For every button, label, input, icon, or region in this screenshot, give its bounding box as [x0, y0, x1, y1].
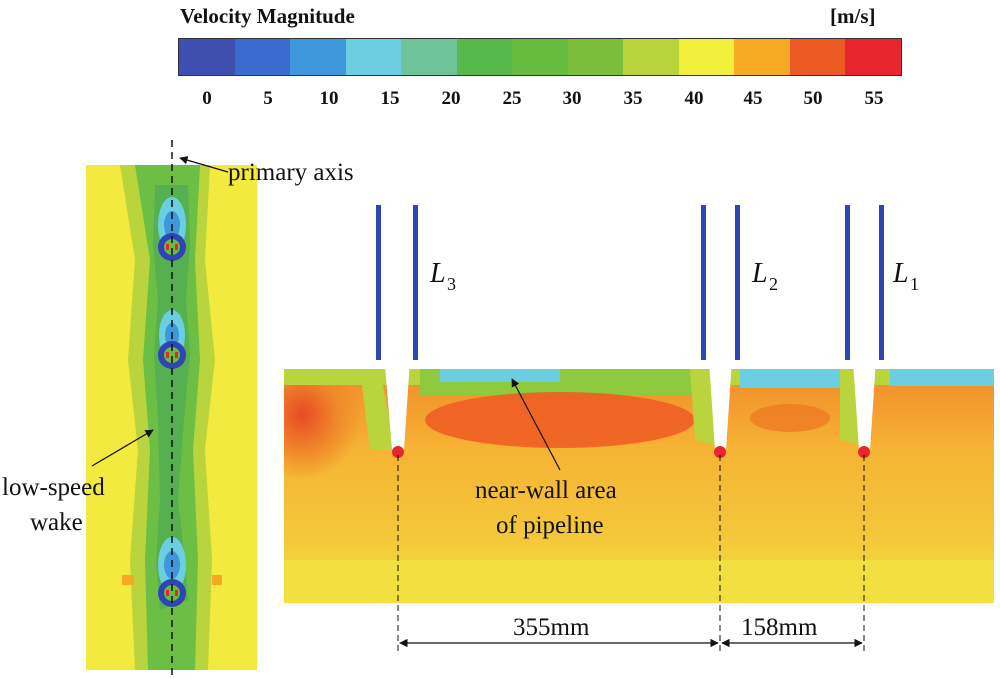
top-view-panel [86, 140, 257, 680]
primary-axis-label: primary axis [228, 159, 354, 186]
probe-label-l3: L [429, 258, 446, 289]
near-wall-label-line2: of pipeline [496, 512, 604, 539]
low-speed-label-line2: wake [30, 509, 83, 536]
side-view-panel [284, 205, 994, 655]
velocity-contour-diagram: primary axis low-speed wake near-wall ar… [0, 0, 1000, 683]
probe-label-l2-sub: 2 [769, 274, 778, 294]
low-speed-label-line1: low-speed [2, 474, 105, 501]
probe-label-l2: L [751, 258, 768, 289]
dimension-355-label: 355mm [513, 614, 590, 641]
probe-label-l1: L [892, 258, 909, 289]
probe-label-l1-sub: 1 [910, 274, 919, 294]
near-wall-label-line1: near-wall area [475, 477, 617, 504]
probe-label-l3-sub: 3 [447, 274, 456, 294]
dimension-158-label: 158mm [741, 614, 818, 641]
